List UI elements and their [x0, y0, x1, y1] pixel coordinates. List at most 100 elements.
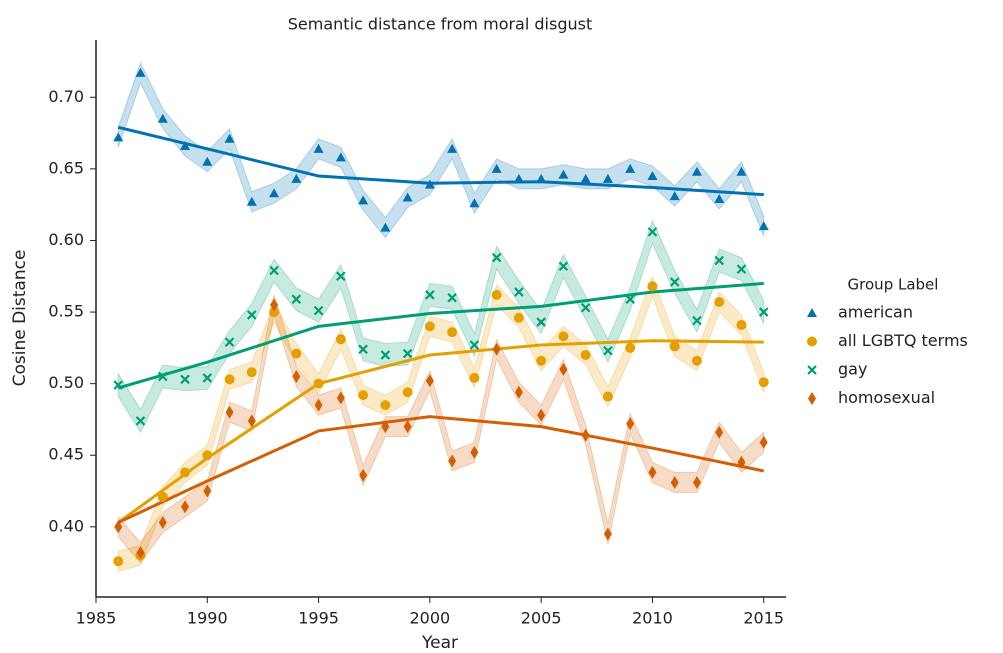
marker [270, 298, 279, 312]
marker [336, 271, 346, 282]
marker [536, 317, 546, 327]
marker [625, 342, 636, 353]
trend-line [117, 281, 764, 390]
marker [669, 191, 680, 201]
x-axis-label: Year [421, 633, 458, 653]
marker [380, 222, 391, 232]
marker [736, 264, 747, 274]
trend-line [117, 415, 765, 524]
marker [403, 420, 412, 434]
marker [202, 450, 213, 461]
chart-title: Semantic distance from moral disgust [288, 15, 592, 34]
legend-marker [807, 365, 817, 375]
marker [737, 455, 746, 469]
marker [758, 377, 769, 388]
marker [157, 491, 168, 502]
marker [424, 321, 435, 332]
x-tick-label: 2005 [521, 609, 562, 628]
marker [714, 297, 725, 308]
y-tick-label: 0.65 [48, 158, 84, 177]
marker [313, 378, 324, 389]
marker [180, 467, 191, 478]
marker [647, 227, 658, 237]
legend-label: american [838, 303, 913, 322]
marker [602, 173, 613, 183]
marker [558, 331, 569, 342]
marker [202, 156, 213, 166]
marker [714, 255, 725, 266]
marker [758, 221, 769, 231]
marker [513, 312, 524, 323]
marker [358, 344, 368, 355]
legend-marker [808, 392, 816, 405]
x-tick-label: 2000 [410, 609, 451, 628]
marker [469, 372, 480, 383]
marker [113, 132, 124, 142]
marker [580, 302, 591, 313]
marker [514, 385, 523, 399]
marker [313, 305, 324, 316]
x-tick-label: 1995 [298, 609, 339, 628]
marker [625, 163, 636, 173]
marker [691, 166, 702, 176]
confidence-band [117, 274, 765, 572]
y-tick-label: 0.40 [48, 516, 84, 535]
marker [359, 468, 368, 482]
marker [558, 169, 569, 179]
marker [380, 350, 391, 360]
marker [181, 500, 190, 514]
marker [157, 113, 168, 123]
marker [513, 173, 524, 183]
y-tick-label: 0.70 [48, 87, 84, 106]
marker [313, 143, 324, 153]
y-tick-label: 0.50 [48, 373, 84, 392]
marker [558, 261, 569, 272]
marker [514, 287, 524, 297]
marker [736, 166, 747, 176]
marker [291, 348, 302, 359]
marker [269, 265, 279, 276]
marker [491, 252, 502, 263]
marker [246, 196, 257, 206]
marker [692, 315, 702, 326]
marker [336, 391, 345, 405]
marker [292, 369, 301, 383]
x-tick-label: 1990 [187, 609, 228, 628]
legend-label: homosexual [838, 388, 935, 407]
confidence-band [117, 61, 765, 239]
marker [647, 171, 658, 181]
marker [714, 193, 725, 203]
legend-title: Group Label [848, 276, 939, 294]
marker [114, 520, 123, 534]
marker [492, 342, 501, 356]
marker [537, 408, 546, 422]
marker [135, 416, 146, 426]
marker [670, 475, 679, 489]
marker [425, 374, 434, 388]
marker [603, 527, 612, 541]
marker [736, 319, 747, 330]
legend-label: gay [838, 360, 867, 379]
marker [603, 345, 613, 356]
confidence-band [117, 294, 765, 564]
marker [559, 362, 568, 376]
marker [581, 428, 590, 442]
marker [448, 454, 457, 468]
marker [113, 380, 124, 390]
marker [314, 398, 323, 412]
marker [203, 484, 212, 498]
x-tick-label: 2015 [743, 609, 784, 628]
marker [291, 173, 302, 183]
marker [447, 292, 457, 303]
marker [447, 143, 458, 153]
marker [491, 289, 502, 300]
marker [180, 140, 191, 150]
marker [224, 374, 235, 385]
marker [246, 367, 257, 378]
marker [536, 355, 547, 366]
marker [180, 374, 190, 385]
marker [380, 400, 391, 411]
y-axis-label: Cosine Distance [10, 250, 30, 387]
x-tick-label: 1985 [76, 609, 117, 628]
legend-marker [807, 308, 817, 317]
